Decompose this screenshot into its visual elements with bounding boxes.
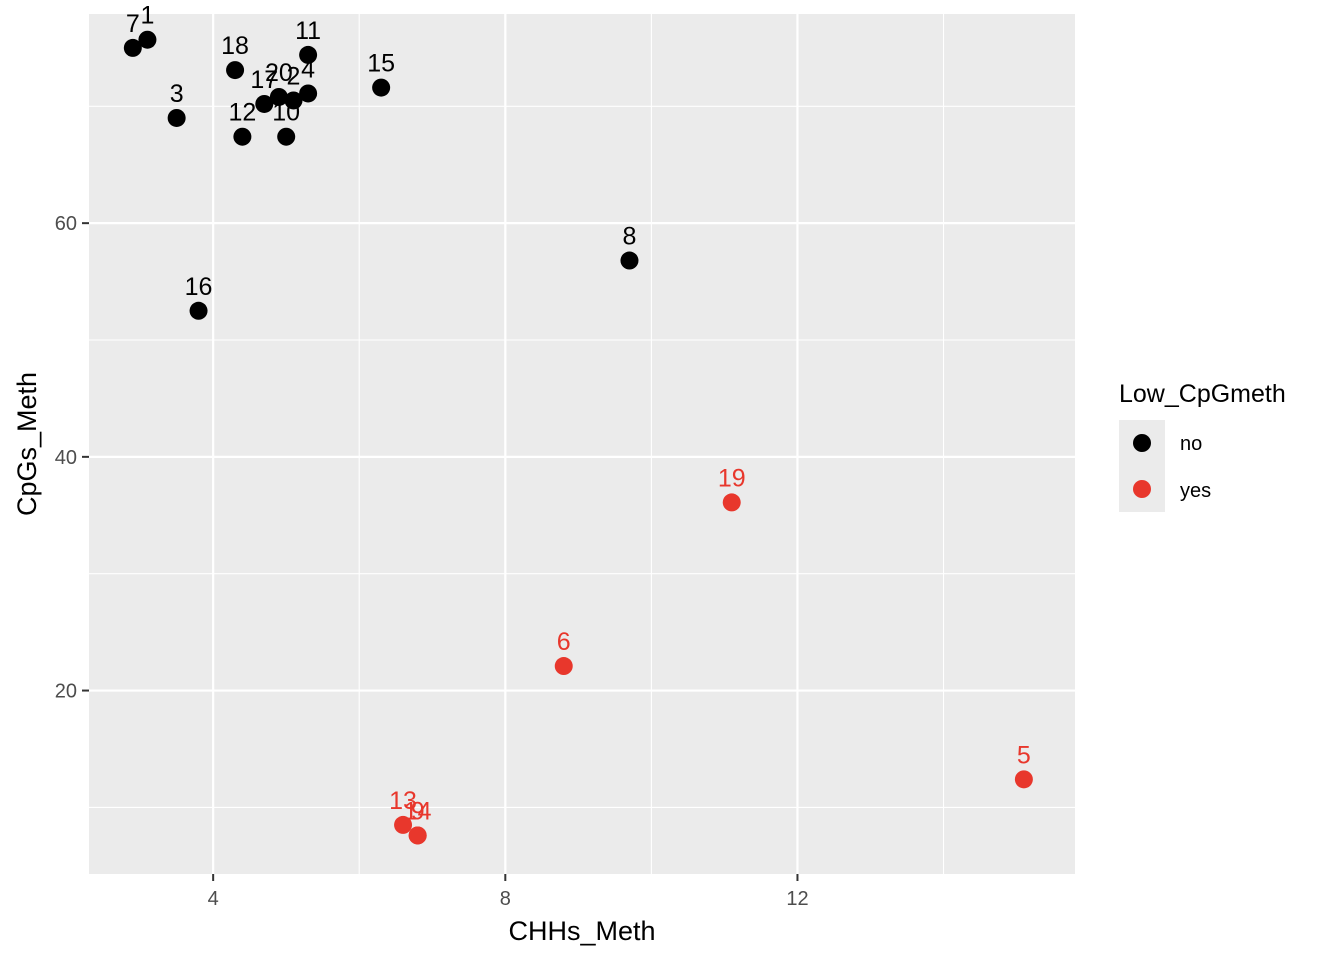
data-label: 9: [411, 797, 425, 825]
data-label: 10: [272, 99, 300, 127]
x-axis-title: CHHs_Meth: [508, 916, 655, 946]
legend-label-yes: yes: [1180, 480, 1211, 502]
data-label: 20: [265, 59, 293, 87]
data-label: 13: [389, 787, 417, 815]
data-point: [277, 127, 296, 146]
legend-label-no: no: [1180, 433, 1202, 455]
data-label: 1: [140, 2, 154, 30]
data-point: [226, 61, 245, 80]
y-tick-label: 20: [55, 681, 77, 703]
x-tick-label: 8: [500, 888, 511, 910]
data-point: [394, 815, 413, 834]
data-point: [284, 91, 303, 110]
data-point: [620, 251, 639, 270]
data-point: [138, 30, 157, 49]
plot-panel: [89, 14, 1075, 874]
data-point: [233, 127, 252, 146]
y-tick-label: 40: [55, 447, 77, 469]
data-label: 15: [367, 50, 395, 78]
data-point: [269, 87, 288, 106]
legend-key-yes: [1133, 480, 1151, 498]
data-label: 19: [718, 464, 746, 492]
data-label: 17: [250, 66, 278, 94]
data-label: 14: [404, 797, 432, 825]
data-point: [299, 45, 318, 64]
legend: Low_CpGmeth no yes: [1119, 380, 1286, 512]
data-points: [123, 30, 1033, 845]
data-point: [255, 94, 274, 113]
data-point: [372, 78, 391, 97]
data-label: 6: [557, 628, 571, 656]
legend-key-no: [1133, 434, 1151, 452]
x-axis: 4 8 12: [208, 874, 809, 910]
data-point: [722, 493, 741, 512]
data-label: 4: [301, 55, 315, 83]
data-label: 2: [287, 62, 301, 90]
y-tick-label: 60: [55, 213, 77, 235]
data-point: [167, 108, 186, 127]
data-label: 7: [126, 10, 140, 38]
data-point: [1014, 770, 1033, 789]
data-label: 11: [295, 17, 321, 45]
data-label: 16: [185, 273, 213, 301]
data-point: [554, 657, 573, 676]
data-label: 18: [221, 32, 249, 60]
data-label: 8: [623, 223, 637, 251]
data-point: [299, 84, 318, 103]
data-point: [408, 826, 427, 845]
data-label: 5: [1017, 741, 1031, 769]
x-tick-label: 12: [786, 888, 808, 910]
y-axis: 20 40 60: [55, 213, 89, 703]
data-point: [189, 301, 208, 320]
data-label: 12: [228, 99, 256, 127]
legend-title: Low_CpGmeth: [1119, 380, 1286, 408]
y-axis-title: CpGs_Meth: [12, 372, 42, 516]
data-label: 3: [170, 80, 184, 108]
minor-gridlines: [89, 14, 1075, 874]
x-tick-label: 4: [208, 888, 219, 910]
data-point: [123, 38, 142, 57]
major-gridlines: [89, 14, 1075, 874]
